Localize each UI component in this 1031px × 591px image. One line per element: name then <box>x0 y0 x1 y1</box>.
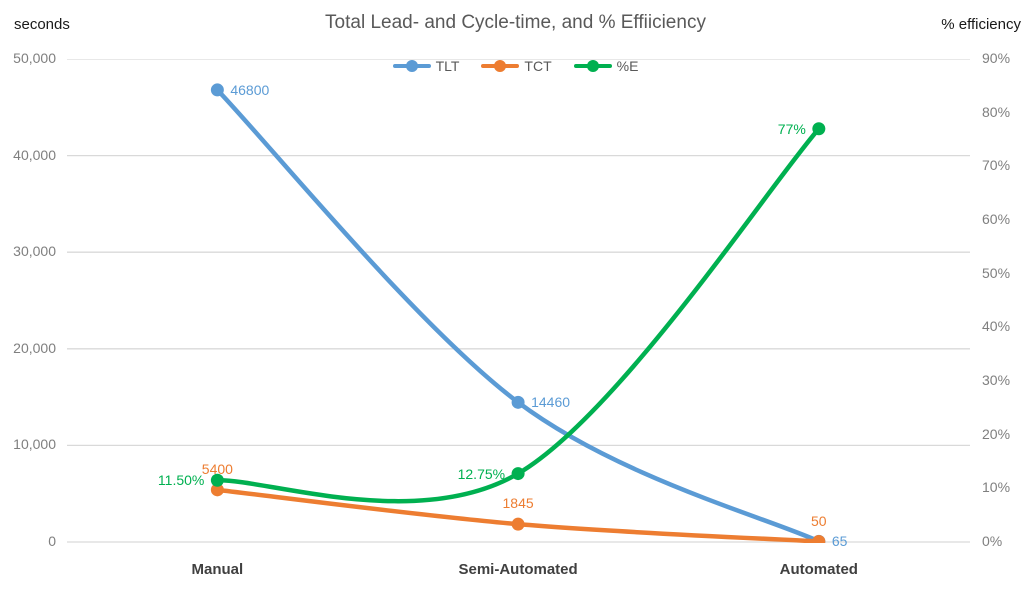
right-axis-tick: 50% <box>982 264 1011 281</box>
legend-item-TLT[interactable]: TLT <box>392 58 460 74</box>
legend-label-TLT: TLT <box>435 58 460 74</box>
right-axis-tick: 70% <box>982 157 1011 174</box>
data-point-TCT-Manual <box>210 483 224 497</box>
left-axis-tick: 40,000 <box>13 146 56 163</box>
legend-label-TCT: TCT <box>524 58 552 74</box>
legend-line-dot-icon <box>573 60 612 72</box>
data-label-%E-Automated: 77% <box>777 120 806 137</box>
left-axis-tick: 10,000 <box>13 436 56 453</box>
data-point-TLT-Manual <box>210 83 224 97</box>
right-axis-tick: 90% <box>982 50 1011 66</box>
data-label-TLT-Manual: 46800 <box>230 81 270 98</box>
chart-legend: TLT TCT %E <box>0 58 1031 74</box>
left-axis-tick: 0 <box>48 533 56 549</box>
legend-label-%E: %E <box>616 58 639 74</box>
data-label-TCT-Semi-Automated: 1845 <box>502 495 534 512</box>
data-label-%E-Manual: 11.50% <box>157 472 205 489</box>
data-point-%E-Automated <box>812 122 826 136</box>
category-label-Automated: Automated <box>779 561 858 578</box>
left-axis-units-label: seconds <box>14 16 70 33</box>
data-point-%E-Semi-Automated <box>511 467 525 481</box>
legend-line-dot-icon <box>392 60 431 72</box>
legend-item-TCT[interactable]: TCT <box>481 58 552 74</box>
left-axis-tick: 30,000 <box>13 243 56 260</box>
left-axis-tick: 50,000 <box>13 50 56 66</box>
chart-title: Total Lead- and Cycle-time, and % Effiic… <box>325 12 706 33</box>
right-axis-tick: 30% <box>982 372 1011 388</box>
data-point-TCT-Semi-Automated <box>511 517 525 531</box>
legend-item-%E[interactable]: %E <box>573 58 639 74</box>
data-label-TLT-Automated: 65 <box>831 533 848 550</box>
data-label-%E-Semi-Automated: 12.75% <box>457 465 506 482</box>
right-axis-units-label: % efficiency <box>941 16 1021 33</box>
data-label-TCT-Automated: 50 <box>811 512 827 529</box>
data-point-%E-Manual <box>210 473 224 487</box>
data-point-TLT-Semi-Automated <box>511 395 525 409</box>
data-point-TCT-Automated <box>812 535 826 543</box>
right-axis-tick: 0% <box>982 533 1003 549</box>
right-axis-tick: 40% <box>982 318 1011 335</box>
plot-area <box>67 59 970 543</box>
category-label-Semi-Automated: Semi-Automated <box>458 561 578 578</box>
data-label-TLT-Semi-Automated: 14460 <box>531 394 571 411</box>
right-axis-tick: 60% <box>982 211 1011 227</box>
series-line-%E <box>215 126 822 504</box>
right-axis-tick: 10% <box>982 479 1011 496</box>
left-axis-tick: 20,000 <box>13 339 56 356</box>
right-axis-tick: 20% <box>982 425 1011 442</box>
right-axis-tick: 80% <box>982 103 1011 120</box>
legend-line-dot-icon <box>481 60 520 72</box>
category-label-Manual: Manual <box>191 561 244 578</box>
data-label-TCT-Manual: 5400 <box>201 460 233 477</box>
